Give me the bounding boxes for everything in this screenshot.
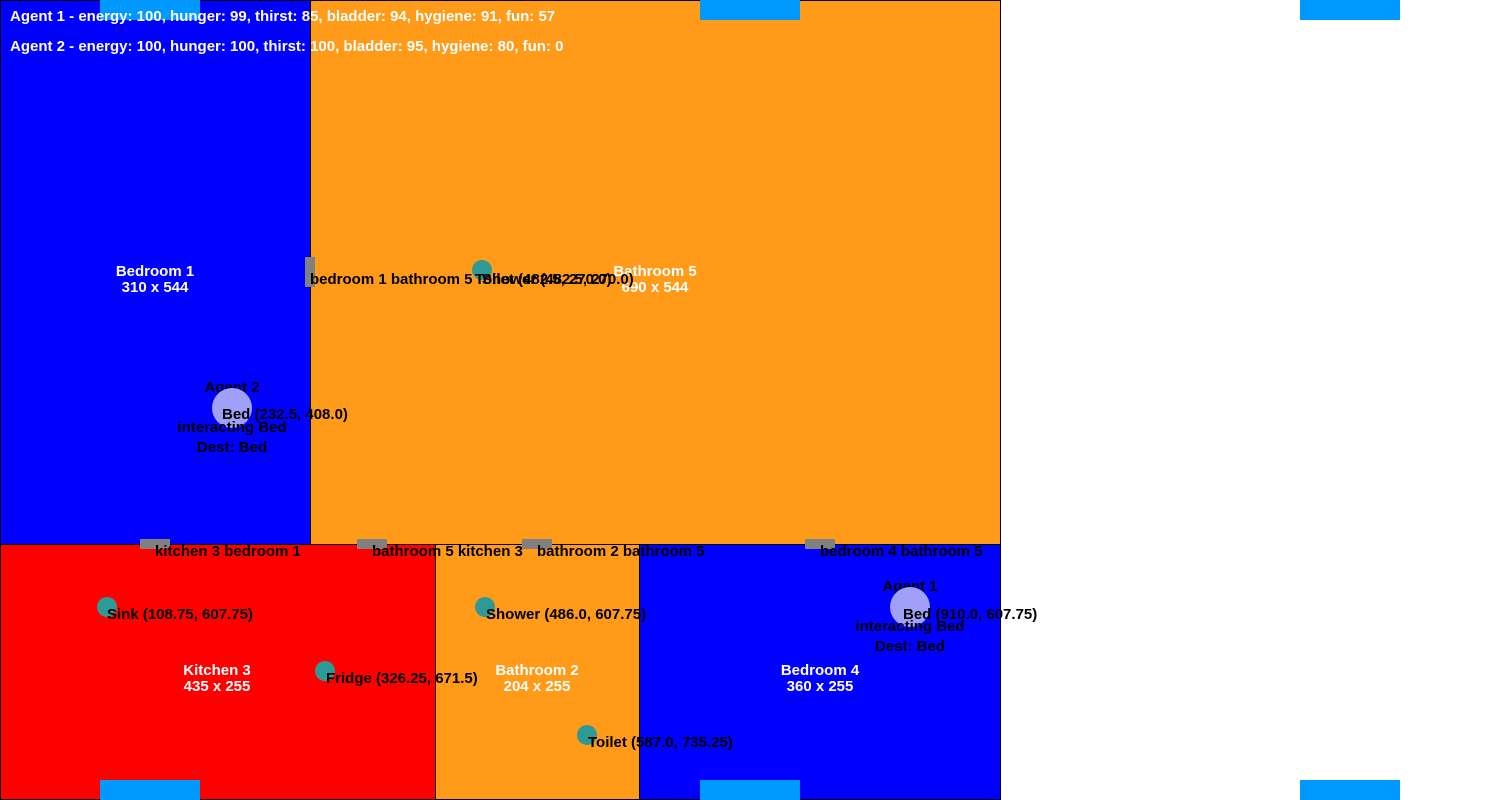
agent-2-avatar[interactable]: [212, 388, 252, 428]
window-marker: [100, 0, 200, 20]
room-bedroom-1: [0, 0, 311, 545]
door-bedroom-1-bathroom-5[interactable]: [305, 257, 315, 287]
toilet-object[interactable]: [472, 260, 492, 280]
door-bathroom-5-kitchen-3[interactable]: [357, 539, 387, 549]
fridge-label: Fridge (326.25, 671.5): [326, 670, 478, 687]
window-marker: [1300, 780, 1400, 800]
room-bedroom-4: [639, 544, 1001, 800]
room-size: 690 x 544: [621, 279, 689, 296]
window-marker: [1300, 0, 1400, 20]
shower-label: Shower (482.5, 270.0): [482, 271, 634, 288]
room-name: Bedroom 4: [780, 662, 860, 679]
room-label-bathroom-2: Bathroom 2 204 x 255: [495, 663, 578, 695]
agent-2-state: interacting Bed: [177, 419, 287, 436]
door-bedroom-4-bathroom-5[interactable]: [805, 539, 835, 549]
window-marker: [100, 780, 200, 800]
room-name: Bathroom 5: [613, 263, 697, 280]
room-bathroom-5: [310, 0, 1001, 545]
window-marker: [700, 780, 800, 800]
fridge-object[interactable]: [315, 661, 335, 681]
agent-1-avatar[interactable]: [890, 587, 930, 627]
agent-2-status: Agent 2 - energy: 100, hunger: 100, thir…: [10, 38, 564, 55]
room-size: 435 x 255: [183, 678, 251, 695]
shower-label: Shower (486.0, 607.75): [486, 606, 647, 623]
door-label: kitchen 3 bedroom 1: [155, 543, 301, 560]
room-name: Bedroom 1: [115, 263, 195, 280]
room-name: Kitchen 3: [183, 662, 251, 679]
sink-object[interactable]: [97, 597, 117, 617]
room-size: 204 x 255: [503, 678, 571, 695]
room-label-bedroom-4: Bedroom 4 360 x 255: [781, 663, 859, 695]
agent-1-status: Agent 1 - energy: 100, hunger: 99, thirs…: [10, 8, 556, 25]
room-name: Bathroom 2: [495, 662, 579, 679]
agent-1-name: Agent 1: [882, 578, 938, 595]
room-size: 360 x 255: [786, 678, 854, 695]
door-label: bathroom 5 kitchen 3: [372, 543, 523, 560]
door-label: bedroom 4 bathroom 5: [820, 543, 983, 560]
agent-2-destination: Dest: Bed: [196, 439, 268, 456]
door-label: bathroom 2 bathroom 5: [537, 543, 705, 560]
toilet-label: Toilet (587.0, 735.25): [588, 734, 733, 751]
room-bathroom-2: [435, 544, 640, 800]
room-label-bathroom-5: Bathroom 5 690 x 544: [613, 264, 696, 296]
sink-label: Sink (108.75, 607.75): [107, 606, 253, 623]
window-marker: [700, 0, 800, 20]
room-label-kitchen-3: Kitchen 3 435 x 255: [183, 663, 251, 695]
agent-2-name: Agent 2: [204, 379, 260, 396]
bed-label: Bed (910.0, 607.75): [903, 606, 1038, 623]
agent-1-destination: Dest: Bed: [874, 638, 946, 655]
door-bathroom-2-bathroom-5[interactable]: [522, 539, 552, 549]
room-size: 310 x 544: [121, 279, 189, 296]
toilet-label: Toilet (482.5, 270.0): [475, 271, 612, 288]
door-label: bedroom 1 bathroom 5: [310, 271, 473, 288]
toilet-object[interactable]: [577, 725, 597, 745]
bed-label: Bed (232.5, 408.0): [222, 406, 348, 423]
shower-object[interactable]: [475, 597, 495, 617]
room-label-bedroom-1: Bedroom 1 310 x 544: [116, 264, 194, 296]
agent-1-state: interacting Bed: [855, 618, 965, 635]
door-kitchen-3-bedroom-1[interactable]: [140, 539, 170, 549]
